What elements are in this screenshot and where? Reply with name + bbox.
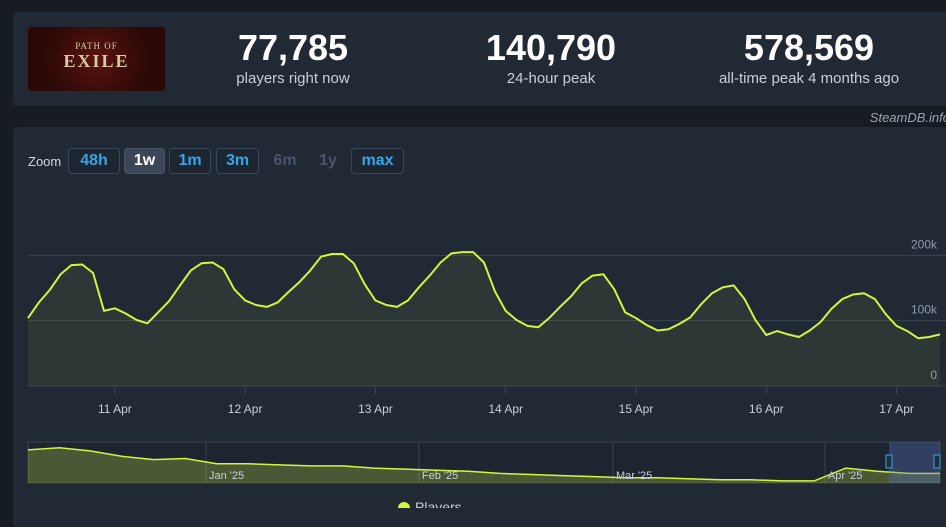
stat-label: 24-hour peak	[506, 70, 596, 87]
stat: 140,790 24-hour peak	[421, 27, 681, 88]
x-tick-label: 13 Apr	[358, 402, 393, 416]
x-tick-label: 14 Apr	[488, 402, 523, 416]
zoom-button: 6m	[272, 148, 298, 174]
stat-label: all-time peak 4 months ago	[718, 70, 900, 87]
x-tick-label: 17 Apr	[879, 402, 914, 416]
zoom-button[interactable]: 1m	[169, 148, 211, 174]
zoom-button[interactable]: 1w	[124, 148, 165, 174]
x-tick-label: 12 Apr	[228, 402, 263, 416]
chart: 0 100k 200k 11 Apr 12 Apr 13 Apr 14 Apr 15 Apr 1…	[27, 237, 946, 508]
stat-value: 77,785	[237, 27, 349, 68]
legend-marker	[398, 502, 410, 508]
stat-label: players right now	[236, 70, 350, 87]
stats-card	[13, 12, 946, 106]
legend-label: Players	[415, 499, 462, 508]
x-tick-label: 16 Apr	[749, 402, 784, 416]
navigator-window	[889, 442, 940, 483]
credit[interactable]: SteamDB.info	[869, 110, 946, 125]
y-tick-label: 0	[930, 368, 937, 382]
logo-top: PATH OF	[75, 41, 118, 51]
navigator-line	[27, 447, 940, 482]
zoom-button[interactable]: max	[351, 148, 404, 174]
stat: 578,569 all-time peak 4 months ago	[679, 27, 939, 88]
page: PATH OF EXILE 77,785 players right now 140…	[13, 12, 946, 527]
navigator-tick-label: Jan '25	[209, 470, 244, 482]
y-tick-label: 200k	[911, 237, 938, 251]
zoom-button[interactable]: 3m	[216, 148, 259, 174]
navigator-tick-label: Feb '25	[422, 470, 458, 482]
game-logo[interactable]: PATH OF EXILE	[28, 27, 165, 91]
stat: 77,785 players right now	[163, 27, 423, 88]
navigator-handle[interactable]	[933, 454, 941, 469]
line	[27, 251, 941, 340]
y-tick-label: 100k	[911, 303, 938, 317]
stat-value: 140,790	[485, 27, 617, 68]
zoom-button: 1y	[315, 148, 341, 174]
navigator-tick-label: Apr '25	[828, 470, 863, 482]
line-area	[28, 252, 940, 386]
x-tick-label: 11 Apr	[98, 402, 132, 416]
navigator-bg	[27, 441, 941, 484]
zoom-button[interactable]: 48h	[68, 148, 120, 174]
navigator-tick-label: Mar '25	[616, 470, 652, 482]
zoom-label: Zoom	[28, 154, 62, 169]
stat-value: 578,569	[743, 27, 875, 68]
x-tick-label: 15 Apr	[619, 402, 654, 416]
logo-main: EXILE	[63, 51, 130, 71]
navigator-handle[interactable]	[885, 454, 893, 469]
navigator-area	[28, 447, 940, 483]
